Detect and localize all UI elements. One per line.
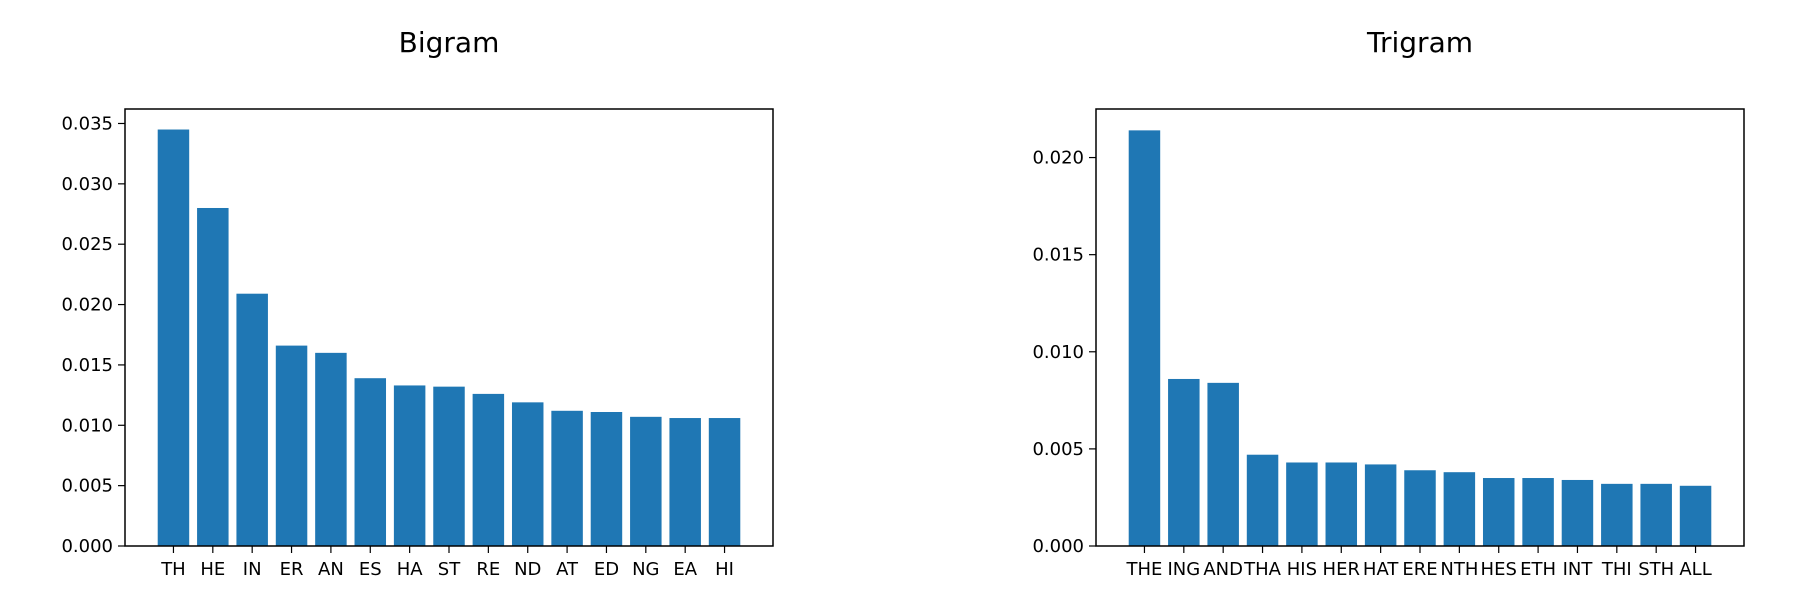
bar	[1679, 485, 1712, 546]
bar	[1246, 454, 1279, 546]
x-tick-label: NTH	[1440, 559, 1478, 580]
bar	[236, 293, 268, 546]
x-tick-label: TH	[160, 559, 186, 580]
bar	[1404, 470, 1436, 546]
bar	[1561, 479, 1594, 546]
x-tick-label: HIS	[1287, 559, 1317, 580]
bar	[433, 386, 465, 546]
trigram-marks: 0.000 0.005 0.010 0.015 0.020 THE ING AND THA HIS…	[1032, 130, 1712, 580]
x-tick-label: ERE	[1402, 559, 1437, 580]
bar	[1207, 382, 1239, 546]
bar	[551, 410, 583, 546]
plot-frame	[1095, 108, 1745, 547]
x-tick-label: INT	[1563, 559, 1594, 580]
x-tick-label: ND	[514, 559, 541, 580]
bar	[354, 378, 387, 546]
y-tick-label: 0.005	[61, 476, 113, 497]
bar	[1601, 483, 1633, 546]
chart-title: Bigram	[399, 26, 500, 59]
bar	[511, 402, 544, 546]
plot-frame	[124, 108, 774, 547]
bar	[1522, 478, 1554, 546]
bar	[1640, 483, 1672, 546]
x-tick-label: ES	[359, 559, 382, 580]
y-tick-label: 0.000	[61, 536, 113, 557]
x-tick-label: ETH	[1520, 559, 1556, 580]
x-tick-label: STH	[1638, 559, 1674, 580]
bar	[393, 385, 426, 546]
y-tick-label: 0.010	[61, 415, 113, 436]
x-tick-label: HAT	[1363, 559, 1399, 580]
bar	[472, 393, 505, 546]
y-tick-label: 0.005	[1032, 439, 1084, 460]
y-tick-label: 0.015	[1032, 245, 1084, 266]
bar	[669, 418, 701, 546]
x-tick-label: ALL	[1679, 559, 1711, 580]
x-tick-label: ST	[438, 559, 461, 580]
x-tick-label: AN	[318, 559, 344, 580]
bar	[1325, 462, 1358, 546]
x-tick-label: ER	[280, 559, 304, 580]
x-tick-label: ED	[594, 559, 619, 580]
bigram-chart: Bigram 0.0000.0050.0100.0150.0200.0250.0…	[61, 26, 774, 580]
x-tick-label: AND	[1203, 559, 1243, 580]
bar	[1482, 478, 1515, 546]
y-tick-label: 0.020	[1032, 148, 1084, 169]
y-tick-label: 0.020	[61, 295, 113, 316]
y-tick-label: 0.030	[61, 174, 113, 195]
x-tick-label: HES	[1481, 559, 1517, 580]
bigram-marks: 0.000 0.005 0.010 0.015 0.020 0.025 0.030 0.035…	[61, 113, 741, 580]
x-tick-label: RE	[476, 559, 500, 580]
x-tick-label: HE	[200, 559, 225, 580]
bar	[315, 352, 347, 546]
bar	[708, 418, 741, 546]
x-tick-label: HA	[397, 559, 424, 580]
bar	[1286, 462, 1318, 546]
chart-title: Trigram	[1366, 26, 1473, 59]
x-tick-label: EA	[673, 559, 697, 580]
x-tick-label: HI	[715, 559, 734, 580]
x-tick-label: HER	[1323, 559, 1360, 580]
y-tick-label: 0.000	[1032, 536, 1084, 557]
y-tick-label: 0.010	[1032, 342, 1084, 363]
x-tick-label: NG	[632, 559, 659, 580]
y-tick-label: 0.035	[61, 113, 113, 134]
bar	[630, 416, 662, 546]
x-tick-label: AT	[556, 559, 579, 580]
bar	[1128, 130, 1161, 546]
x-tick-label: THA	[1243, 559, 1282, 580]
y-tick-label: 0.025	[61, 234, 113, 255]
x-tick-label: THI	[1601, 559, 1632, 580]
bar	[157, 129, 190, 546]
bar	[1443, 472, 1476, 546]
y-tick-label: 0.015	[61, 355, 113, 376]
x-tick-label: ING	[1167, 559, 1200, 580]
bar	[590, 412, 623, 546]
x-tick-label: IN	[243, 559, 262, 580]
bar	[1168, 378, 1200, 546]
bar	[197, 207, 229, 546]
bar	[275, 345, 308, 546]
bar	[1364, 464, 1397, 546]
x-tick-label: THE	[1126, 559, 1163, 580]
